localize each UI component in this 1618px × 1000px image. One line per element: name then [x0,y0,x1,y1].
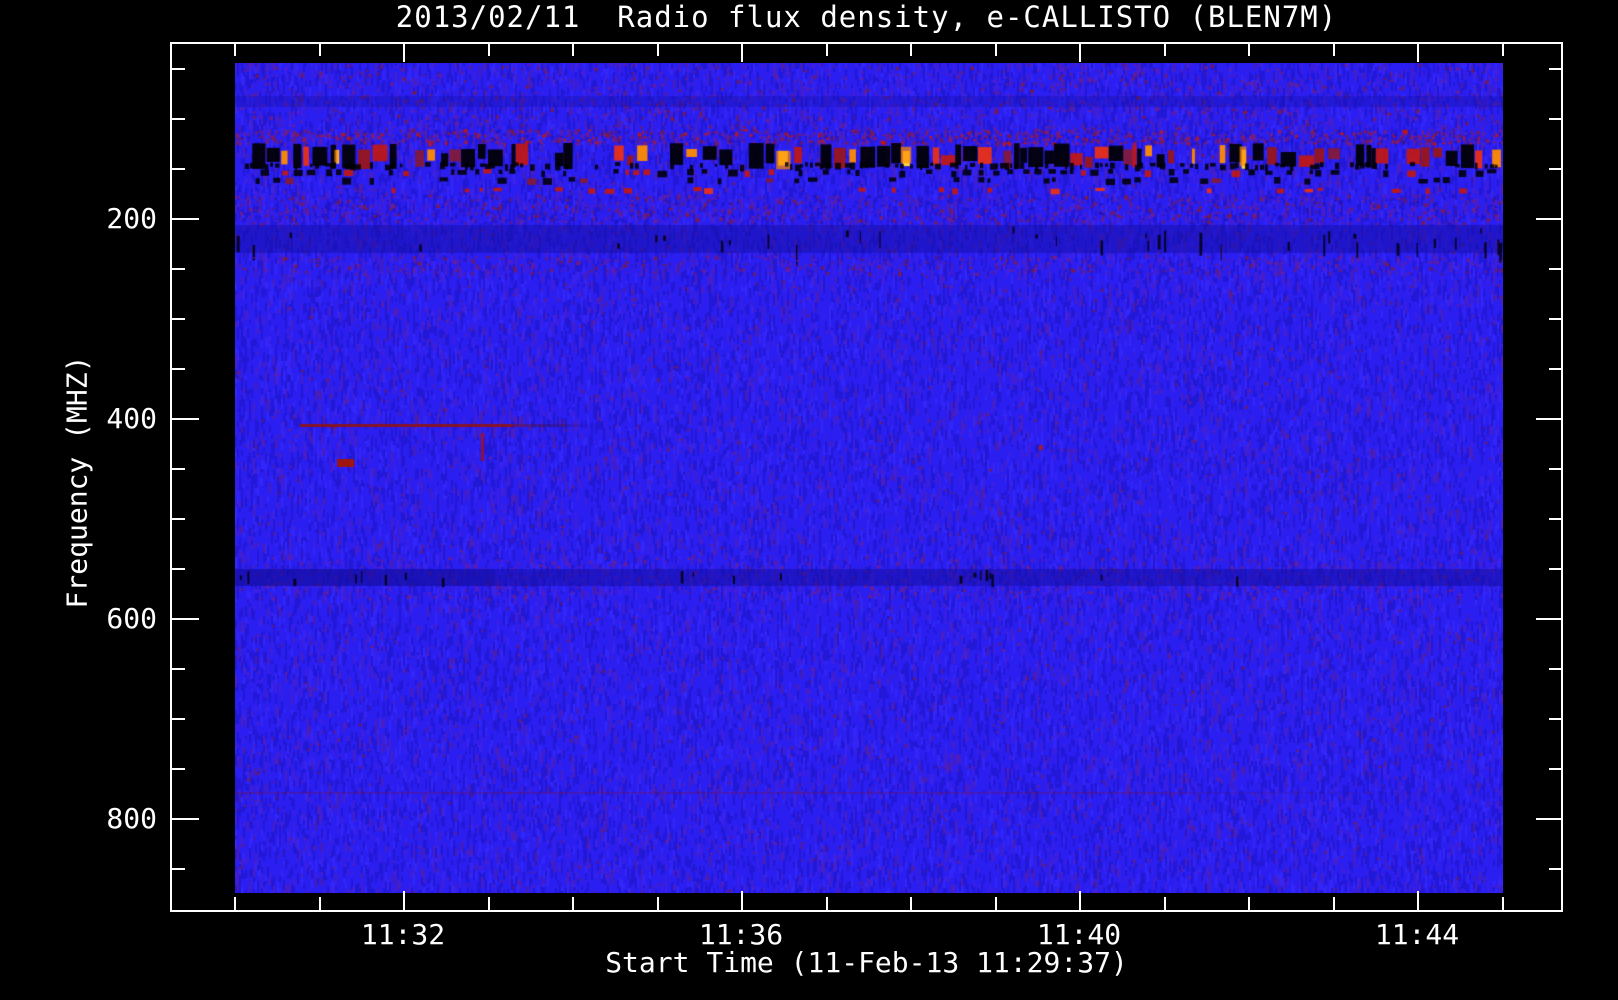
axis-tick [1333,897,1335,910]
chart-title: 2013/02/11 Radio flux density, e-CALLIST… [395,0,1338,34]
axis-tick [572,44,574,56]
axis-tick [172,818,199,820]
axis-tick [1248,897,1250,910]
axis-tick [1549,168,1561,170]
y-tick-label: 600 [106,602,157,635]
axis-tick [826,897,828,910]
x-tick-label: 11:36 [698,918,784,951]
axis-tick [741,44,743,62]
axis-tick [172,268,185,270]
axis-tick [172,468,185,470]
axis-tick [1248,44,1250,56]
axis-tick [1549,718,1561,720]
axis-tick [1549,318,1561,320]
axis-tick [1079,44,1081,62]
axis-tick [1549,768,1561,770]
x-axis-label: Start Time (11-Feb-13 11:29:37) [605,946,1128,979]
x-tick-label: 11:32 [360,918,446,951]
axis-tick [319,44,321,56]
axis-tick [1164,897,1166,910]
axis-tick [172,318,185,320]
axis-tick [995,44,997,56]
axis-tick [488,44,490,56]
axis-tick [657,44,659,56]
y-tick-label: 400 [106,402,157,435]
axis-tick [172,718,185,720]
axis-tick [1549,468,1561,470]
axis-tick [319,897,321,910]
y-tick-label: 800 [106,802,157,835]
axis-tick [172,518,185,520]
x-tick-label: 11:44 [1374,918,1460,951]
axis-tick [488,897,490,910]
x-tick-label: 11:40 [1036,918,1122,951]
axis-tick [910,897,912,910]
axis-tick [910,44,912,56]
axis-tick [1079,891,1081,910]
axis-tick [995,897,997,910]
axis-tick [172,118,185,120]
axis-tick [1417,891,1419,910]
axis-tick [172,168,185,170]
axis-tick [1417,44,1419,62]
axis-tick [234,44,236,56]
axis-tick [1549,568,1561,570]
axis-tick [572,897,574,910]
axis-tick [1536,818,1561,820]
axis-tick [172,418,199,420]
axis-tick [1549,118,1561,120]
axis-tick [1502,44,1504,56]
axis-tick [172,868,185,870]
axis-tick [172,568,185,570]
axis-tick [1536,418,1561,420]
axis-tick [1549,268,1561,270]
axis-tick [403,44,405,62]
spectrogram-canvas [235,63,1503,893]
axis-tick [826,44,828,56]
axis-tick [1549,668,1561,670]
axis-tick [1333,44,1335,56]
axis-tick [172,618,199,620]
axis-tick [1536,618,1561,620]
axis-tick [172,768,185,770]
axis-tick [172,218,199,220]
axis-tick [1549,68,1561,70]
axis-tick [403,891,405,910]
axis-tick [1536,218,1561,220]
axis-tick [1549,868,1561,870]
axis-tick [1164,44,1166,56]
axis-tick [657,897,659,910]
axis-tick [172,68,185,70]
axis-tick [1502,897,1504,910]
axis-tick [1549,518,1561,520]
axis-tick [741,891,743,910]
axis-tick [234,897,236,910]
axis-tick [1549,368,1561,370]
y-axis-label: Frequency (MHZ) [60,355,94,609]
axis-tick [172,668,185,670]
axis-tick [172,368,185,370]
y-tick-label: 200 [106,202,157,235]
